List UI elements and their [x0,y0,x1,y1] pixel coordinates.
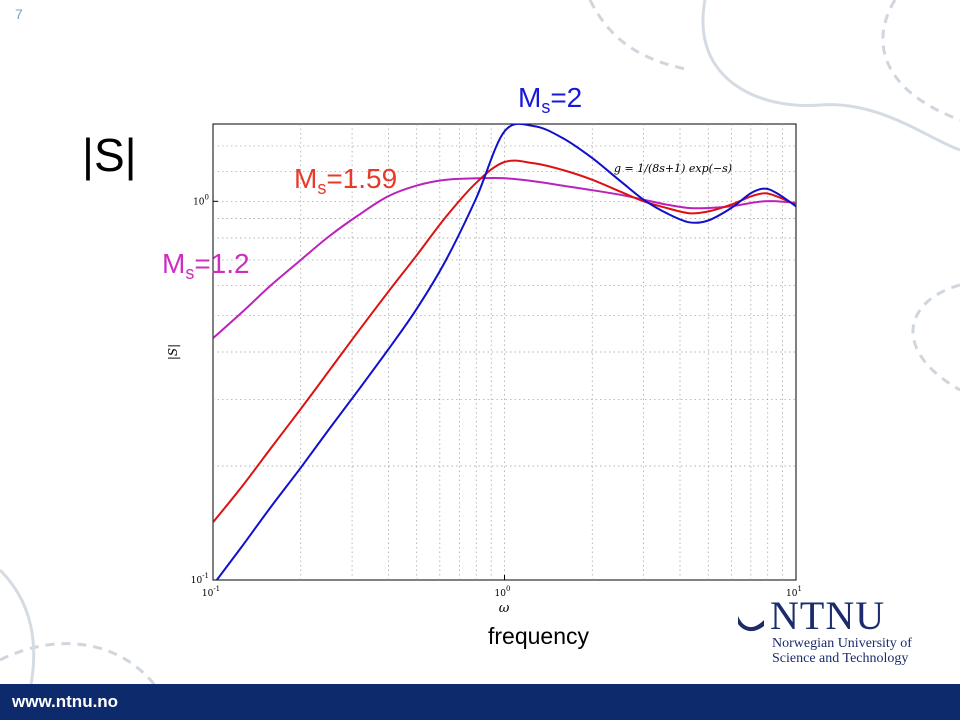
tick-label: 100 [495,585,511,599]
axis-ticks: 10-1 100 101 10-1 100 [191,193,802,599]
y-axis-label: |S| [166,344,180,360]
tick-label: 100 [193,193,209,207]
ntnu-logo-subtitle: Norwegian University of Science and Tech… [772,636,912,666]
tick-label: 101 [786,585,802,599]
slide-number: 7 [15,6,23,22]
annotation-ms-1-59: Ms=1.59 [294,163,398,198]
footer-bar: www.ntnu.no [0,684,960,720]
tick-label: 10-1 [191,572,209,586]
series-layer [213,124,796,580]
ntnu-logo-mark [738,616,764,632]
x-axis-label: ω [499,601,510,616]
formula-text: g = 1/(8s+1) exp(−s) [614,162,732,175]
slide-title: |S| [82,129,137,181]
formula: g = 1/(8s+1) exp(−s) [614,162,732,175]
series-line-ms2 [215,124,796,580]
annotation-ms-1-2: Ms=1.2 [162,248,250,283]
ntnu-logo-word: NTNU [770,593,886,638]
series-line-ms159 [213,159,796,523]
footer-url[interactable]: www.ntnu.no [12,692,119,711]
plot-area [212,123,797,581]
frequency-label: frequency [488,623,590,649]
tick-label: 10-1 [202,585,220,599]
annotation-ms-2: Ms=2 [518,82,583,117]
